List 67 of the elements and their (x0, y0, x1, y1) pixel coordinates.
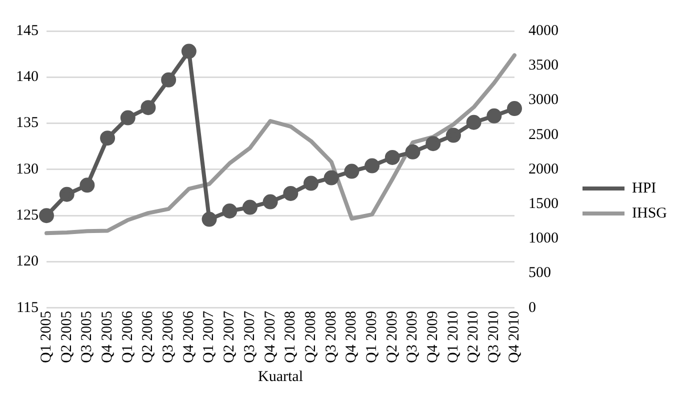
x-tick-label: Q2 2005 (58, 310, 75, 364)
x-tick-label: Q3 2005 (79, 310, 96, 364)
point (344, 164, 360, 179)
x-tick-label: Q4 2009 (425, 310, 442, 364)
point (283, 186, 298, 201)
point (324, 170, 339, 186)
x-tick-label: Q1 2009 (364, 310, 380, 364)
x-tick-label: Q2 2010 (466, 310, 482, 364)
point (486, 108, 502, 124)
point (466, 114, 482, 130)
x-tick-label: Q4 2007 (262, 310, 278, 364)
point (222, 203, 238, 218)
x-tick-label: Q4 2010 (506, 310, 522, 364)
x-tick-label: Q3 2010 (486, 310, 502, 364)
point (262, 194, 278, 210)
y2-tick-label: 1500 (528, 196, 558, 212)
x-tick-label: Q3 2006 (160, 310, 177, 364)
point (304, 176, 319, 191)
point (384, 150, 400, 165)
point (506, 101, 522, 116)
y-tick-label: 145 (16, 22, 38, 39)
point (120, 110, 136, 126)
y-tick-label: 120 (16, 254, 38, 270)
x-tick-label: Q1 2006 (120, 310, 136, 364)
x-tick-label: Q2 2006 (140, 310, 156, 364)
point (59, 186, 74, 202)
y2-tick-label: 3000 (528, 92, 558, 108)
point (426, 136, 441, 152)
y-tick-label: 115 (16, 300, 38, 316)
x-axis-title: Kuartal (258, 368, 303, 385)
point (181, 44, 196, 59)
point (242, 200, 258, 215)
x-tick-label: Q1 2008 (282, 310, 299, 364)
x-tick-label: Q2 2009 (384, 310, 400, 364)
y-tick-label: 125 (16, 208, 38, 224)
point (140, 100, 156, 116)
x-tick-label: Q1 2010 (445, 310, 462, 364)
point (405, 144, 420, 160)
x-tick-label: Q1 2007 (201, 310, 218, 364)
legend-label: HPI (632, 180, 656, 196)
x-tick-label: Q4 2006 (180, 310, 197, 364)
y-tick-label: 140 (16, 69, 38, 86)
x-tick-label: Q3 2008 (323, 310, 340, 364)
x-tick-label: Q3 2007 (242, 310, 258, 364)
point (364, 158, 380, 174)
x-tick-label: Q2 2007 (222, 310, 238, 364)
x-tick-label: Q2 2008 (302, 310, 319, 364)
x-tick-label: Q4 2005 (99, 310, 116, 364)
y2-tick-label: 3500 (528, 58, 558, 74)
point (161, 72, 176, 88)
point (39, 208, 54, 224)
y-tick-label: 130 (16, 161, 38, 178)
x-tick-label: Q3 2009 (404, 310, 421, 364)
point (100, 130, 116, 146)
y2-tick-label: 4000 (528, 22, 558, 39)
y2-tick-label: 2500 (528, 126, 558, 143)
point (80, 178, 95, 193)
y2-tick-label: 2000 (528, 161, 558, 178)
y2-tick-label: 0 (528, 300, 536, 316)
y2-tick-label: 500 (528, 265, 551, 282)
y-tick-label: 135 (16, 115, 38, 132)
legend-label: IHSG (632, 205, 668, 222)
x-tick-label: Q4 2008 (344, 310, 360, 364)
x-tick-label: Q1 2005 (38, 310, 54, 364)
y2-tick-label: 1000 (528, 230, 558, 247)
point (446, 128, 461, 143)
point (202, 212, 217, 227)
